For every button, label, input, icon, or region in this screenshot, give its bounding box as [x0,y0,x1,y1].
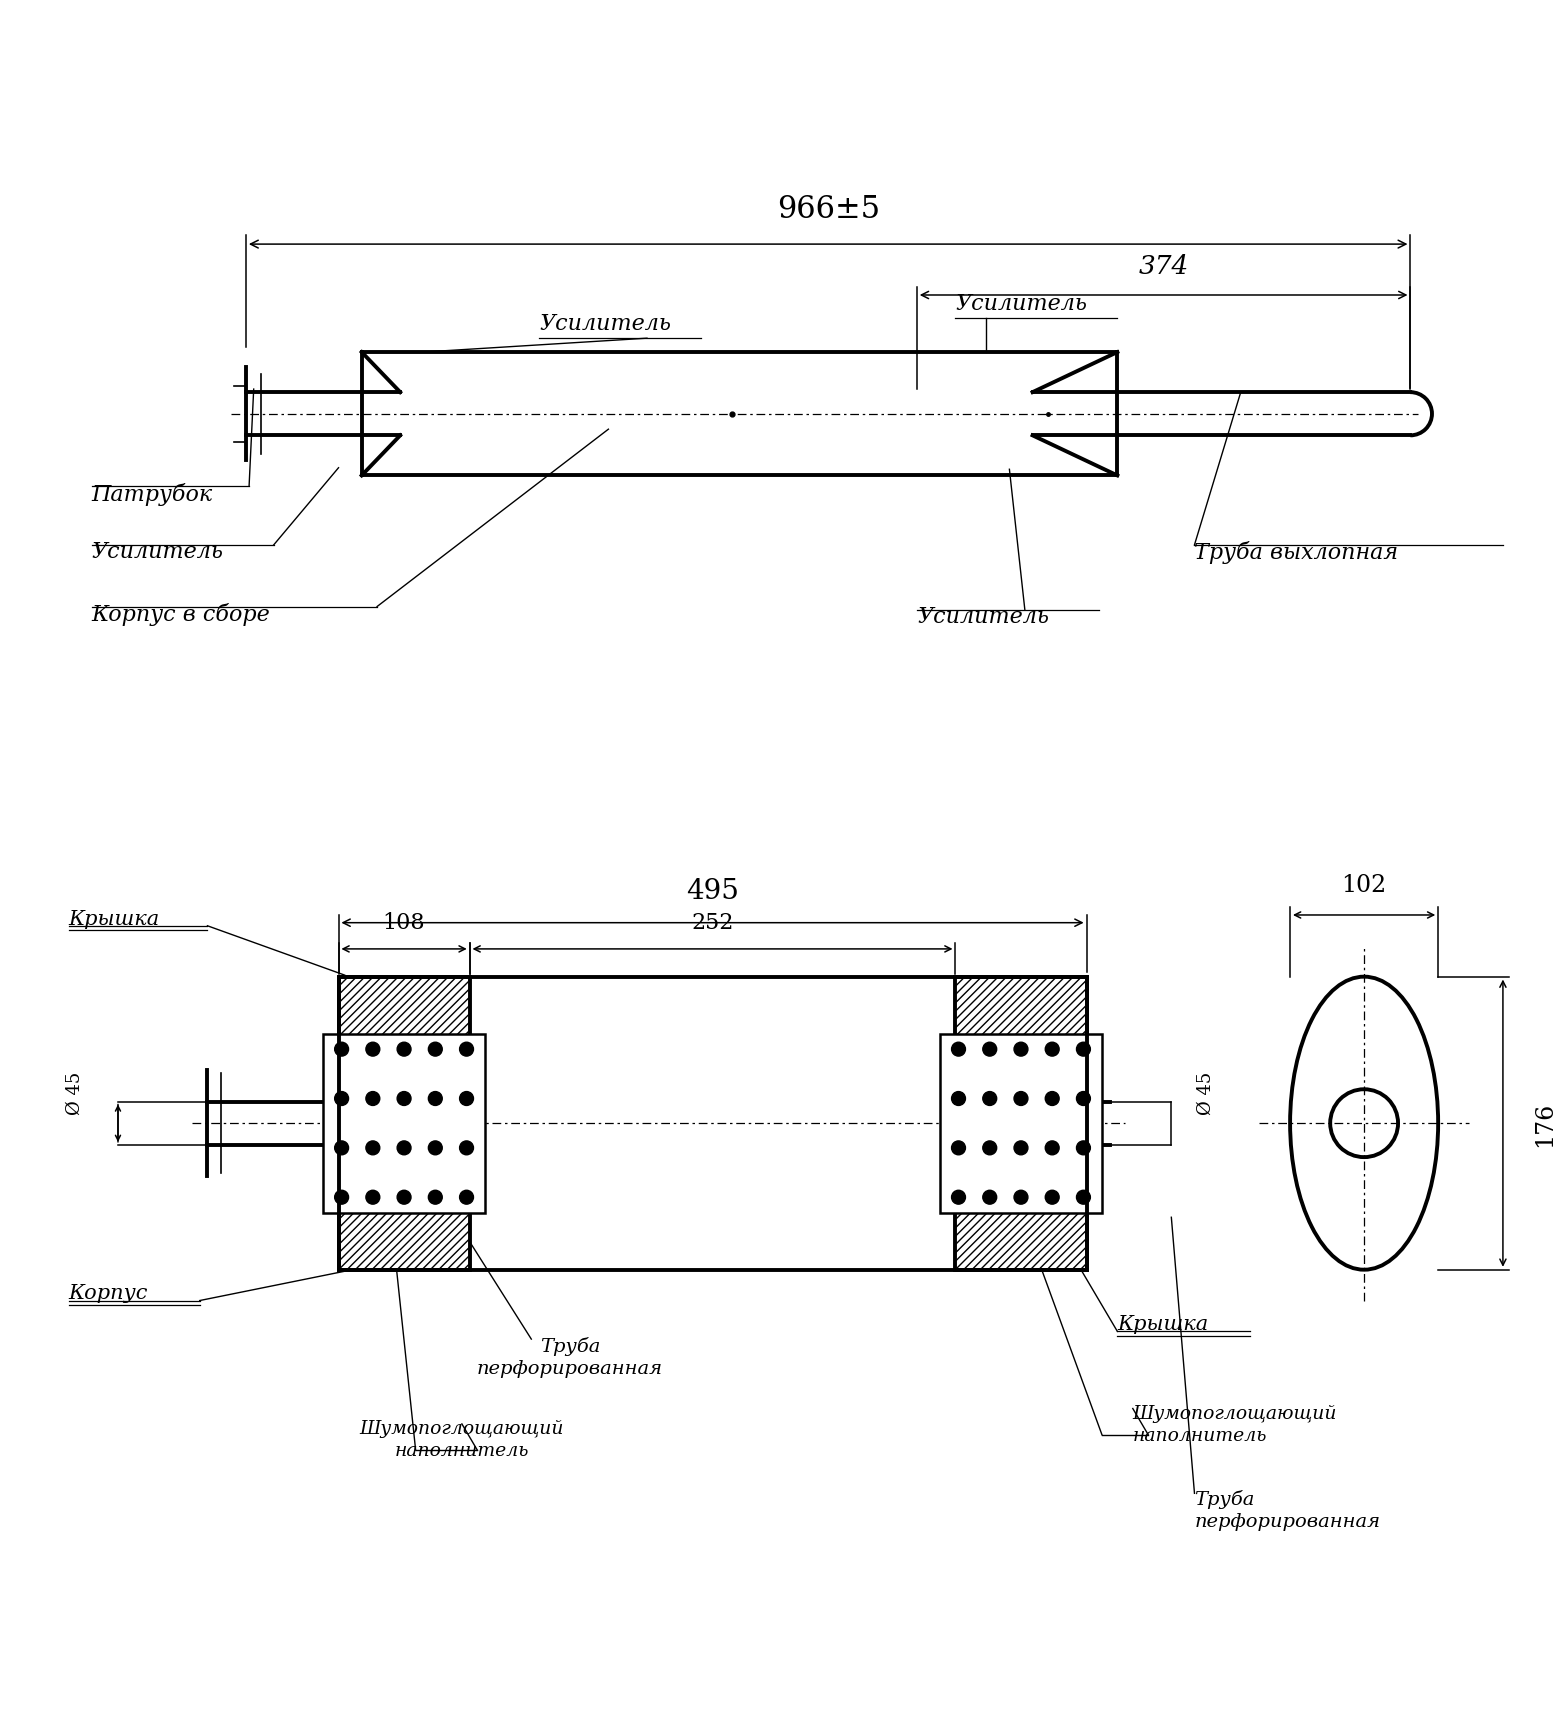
Text: Труба выхлопная: Труба выхлопная [1195,541,1398,563]
Circle shape [1076,1092,1090,1106]
Circle shape [429,1191,443,1204]
Circle shape [335,1191,349,1204]
Polygon shape [338,977,469,1270]
Circle shape [366,1141,380,1154]
Text: 495: 495 [687,877,738,905]
Circle shape [429,1092,443,1106]
Circle shape [397,1092,411,1106]
Circle shape [982,1042,996,1056]
Circle shape [982,1141,996,1154]
Circle shape [335,1092,349,1106]
Circle shape [1045,1141,1059,1154]
Circle shape [982,1191,996,1204]
Circle shape [1076,1042,1090,1056]
Text: Усилитель: Усилитель [540,312,671,334]
Circle shape [1076,1191,1090,1204]
Circle shape [397,1141,411,1154]
Text: 108: 108 [383,911,425,934]
Circle shape [335,1042,349,1056]
Circle shape [335,1141,349,1154]
Text: Корпус в сборе: Корпус в сборе [92,603,271,625]
Text: 966±5: 966±5 [777,195,881,226]
Circle shape [1045,1191,1059,1204]
Text: Усилитель: Усилитель [917,606,1049,627]
Circle shape [429,1042,443,1056]
Circle shape [1045,1042,1059,1056]
Text: Корпус: Корпус [69,1284,149,1303]
Circle shape [460,1191,474,1204]
Text: Патрубок: Патрубок [92,482,213,505]
Circle shape [460,1042,474,1056]
Circle shape [951,1191,965,1204]
Circle shape [951,1141,965,1154]
Circle shape [366,1191,380,1204]
Text: Шумопоглощающий
наполнитель: Шумопоглощающий наполнитель [1132,1404,1337,1444]
Text: 374: 374 [1139,253,1189,279]
Text: Ø 45: Ø 45 [66,1072,84,1115]
Polygon shape [940,1034,1103,1213]
Text: Крышка: Крышка [1117,1315,1209,1334]
Text: Ø 45: Ø 45 [1196,1072,1214,1115]
Circle shape [1076,1141,1090,1154]
Text: Труба
перфорированная: Труба перфорированная [1195,1489,1381,1530]
Text: Шумопоглощающий
наполнитель: Шумопоглощающий наполнитель [360,1420,565,1459]
Circle shape [1013,1042,1028,1056]
Text: 176: 176 [1533,1101,1556,1146]
Text: 252: 252 [691,911,734,934]
Text: 102: 102 [1342,874,1387,898]
Circle shape [951,1092,965,1106]
Circle shape [429,1141,443,1154]
Circle shape [951,1042,965,1056]
Circle shape [460,1092,474,1106]
Circle shape [1013,1141,1028,1154]
Text: Усилитель: Усилитель [92,541,224,563]
Circle shape [1013,1191,1028,1204]
Text: Труба
перфорированная: Труба перфорированная [477,1337,663,1377]
Circle shape [397,1191,411,1204]
Circle shape [982,1092,996,1106]
Circle shape [397,1042,411,1056]
Text: Усилитель: Усилитель [956,293,1087,314]
Circle shape [1013,1092,1028,1106]
Circle shape [460,1141,474,1154]
Ellipse shape [1290,977,1439,1270]
Circle shape [366,1042,380,1056]
Text: Крышка: Крышка [69,910,160,929]
Polygon shape [324,1034,485,1213]
Polygon shape [956,977,1087,1270]
Circle shape [366,1092,380,1106]
Circle shape [1045,1092,1059,1106]
